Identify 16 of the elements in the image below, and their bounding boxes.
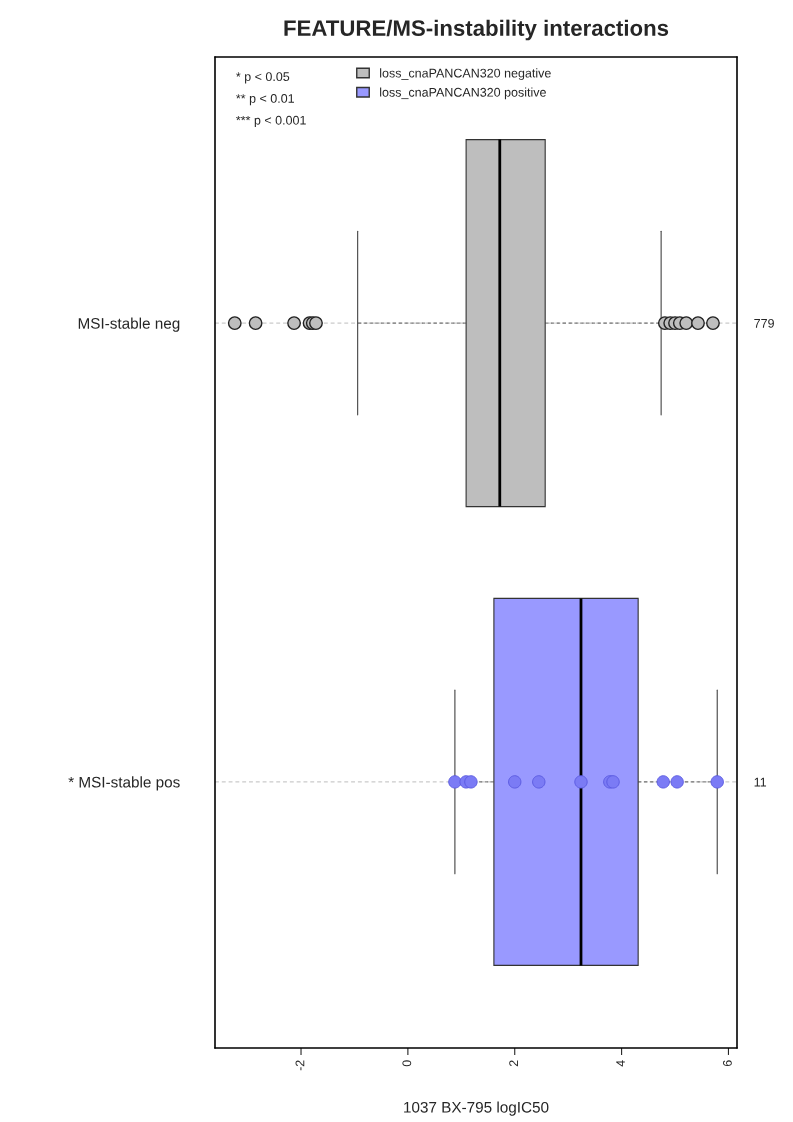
y2-tick-label: 779 (754, 318, 774, 328)
x-tick-label: -2 (295, 1060, 305, 1071)
annotation: * p < 0.05 (236, 72, 290, 84)
y2-tick-label: 11 (754, 777, 767, 787)
x-tick-label: 0 (402, 1060, 412, 1067)
annotation: ** p < 0.01 (236, 94, 294, 106)
x-tick-label: 4 (616, 1060, 625, 1067)
legend-label: loss_cnaPANCAN320 positive (380, 87, 546, 100)
x-tick-label: 6 (722, 1060, 732, 1067)
y-tick-label: * MSI-stable pos (68, 776, 180, 791)
legend-label: loss_cnaPANCAN320 negative (380, 68, 551, 80)
y-tick-label: MSI-stable neg (78, 317, 180, 332)
annotation: *** p < 0.001 (236, 115, 306, 128)
chart-title: FEATURE/MS-instability interactions (284, 19, 669, 41)
x-tick-label: 2 (509, 1060, 518, 1067)
x-axis-title: 1037 BX-795 logIC50 (404, 1101, 549, 1116)
